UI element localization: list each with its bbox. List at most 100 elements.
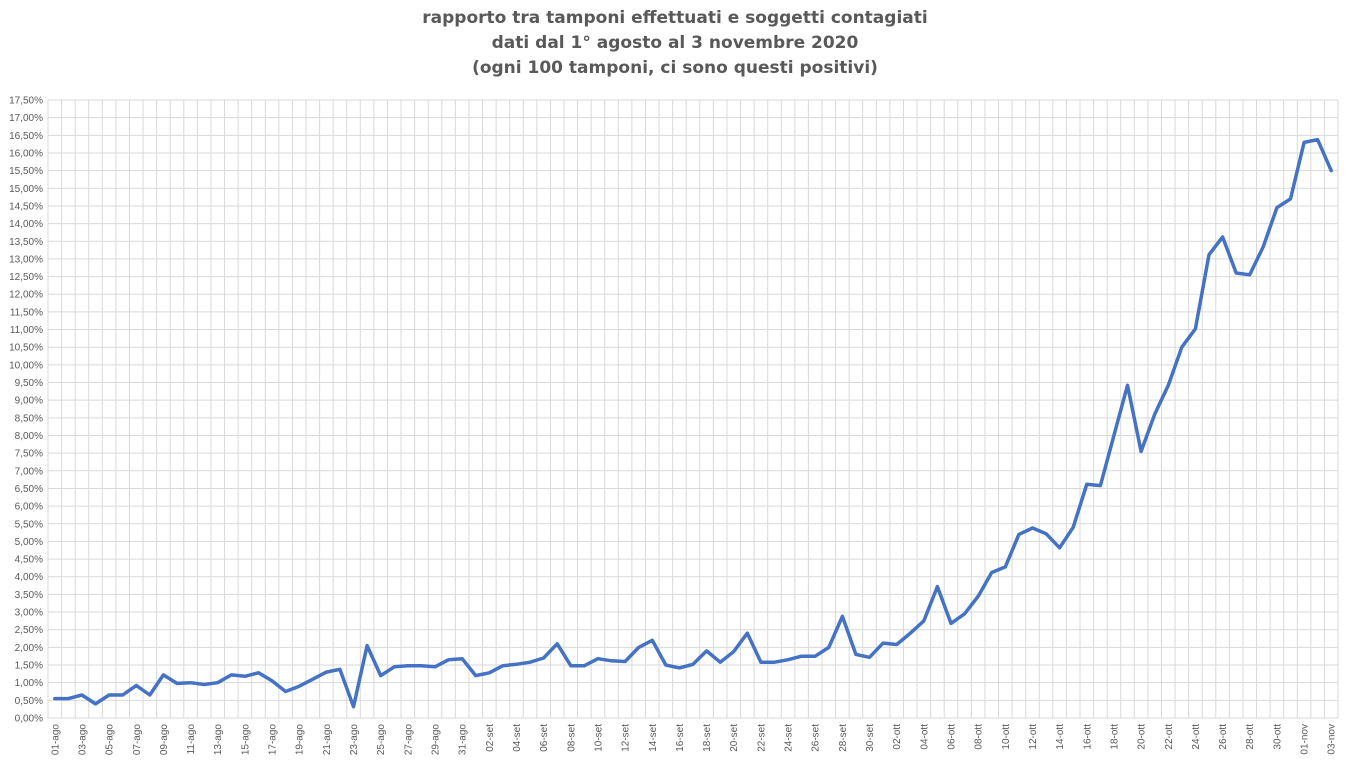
y-tick-label: 7,00% bbox=[15, 466, 43, 477]
data-point bbox=[1221, 236, 1223, 238]
x-tick-label: 30-set bbox=[865, 724, 876, 752]
chart-title-line-2: dati dal 1° agosto al 3 novembre 2020 bbox=[491, 33, 859, 53]
chart-title: rapporto tra tamponi effettuati e sogget… bbox=[0, 6, 1350, 81]
data-point bbox=[733, 650, 735, 652]
y-tick-label: 8,00% bbox=[15, 431, 43, 442]
data-point bbox=[203, 683, 205, 685]
x-tick-label: 20-ott bbox=[1137, 724, 1148, 750]
data-point bbox=[135, 684, 137, 686]
x-tick-label: 24-set bbox=[784, 724, 795, 752]
data-point bbox=[189, 682, 191, 684]
y-tick-label: 16,50% bbox=[9, 131, 43, 142]
x-tick-label: 03-ago bbox=[77, 724, 88, 756]
data-point bbox=[882, 642, 884, 644]
data-point bbox=[1303, 141, 1305, 143]
data-point bbox=[1262, 245, 1264, 247]
data-point bbox=[787, 659, 789, 661]
y-tick-label: 6,00% bbox=[15, 502, 43, 513]
data-point bbox=[1167, 384, 1169, 386]
y-tick-label: 1,50% bbox=[15, 661, 43, 672]
data-point bbox=[1018, 533, 1020, 535]
x-tick-label: 02-set bbox=[485, 724, 496, 752]
data-point bbox=[312, 678, 314, 680]
x-tick-label: 14-set bbox=[648, 724, 659, 752]
data-point bbox=[515, 663, 517, 665]
data-point bbox=[665, 664, 667, 666]
data-point bbox=[271, 680, 273, 682]
y-tick-label: 13,00% bbox=[9, 254, 43, 265]
data-point bbox=[977, 595, 979, 597]
y-tick-label: 17,50% bbox=[9, 96, 43, 107]
y-tick-label: 17,00% bbox=[9, 113, 43, 124]
y-tick-label: 7,50% bbox=[15, 449, 43, 460]
x-tick-label: 08-ott bbox=[974, 724, 985, 750]
data-point bbox=[1194, 328, 1196, 330]
y-tick-label: 11,00% bbox=[10, 325, 43, 336]
data-point bbox=[1099, 484, 1101, 486]
x-tick-label: 12-ott bbox=[1028, 724, 1039, 750]
data-point bbox=[325, 671, 327, 673]
x-tick-label: 06-ott bbox=[947, 724, 958, 750]
data-point bbox=[1031, 527, 1033, 529]
data-point bbox=[502, 665, 504, 667]
y-tick-label: 4,50% bbox=[15, 555, 43, 566]
data-point bbox=[529, 661, 531, 663]
data-point bbox=[896, 643, 898, 645]
x-tick-label: 14-ott bbox=[1055, 724, 1066, 750]
data-point bbox=[1126, 384, 1128, 386]
x-tick-label: 22-ott bbox=[1164, 724, 1175, 750]
x-tick-label: 16-ott bbox=[1082, 724, 1093, 750]
x-tick-label: 18-set bbox=[702, 724, 713, 752]
data-point bbox=[1330, 169, 1332, 171]
data-point bbox=[447, 659, 449, 661]
data-point bbox=[542, 657, 544, 659]
data-point bbox=[773, 661, 775, 663]
y-tick-label: 6,50% bbox=[15, 484, 43, 495]
chart-title-line-3: (ogni 100 tamponi, ci sono questi positi… bbox=[472, 58, 878, 78]
x-tick-label: 31-ago bbox=[458, 724, 469, 756]
x-tick-label: 20-set bbox=[729, 724, 740, 752]
data-point bbox=[1276, 207, 1278, 209]
data-point bbox=[610, 660, 612, 662]
y-tick-label: 12,50% bbox=[9, 272, 43, 283]
y-tick-label: 3,50% bbox=[15, 590, 43, 601]
data-point bbox=[963, 613, 965, 615]
x-tick-label: 10-set bbox=[593, 724, 604, 752]
data-point bbox=[570, 665, 572, 667]
x-tick-label: 02-ott bbox=[892, 724, 903, 750]
x-tick-label: 11-ago bbox=[186, 724, 197, 755]
y-tick-label: 9,50% bbox=[15, 378, 43, 389]
x-tick-label: 27-ago bbox=[403, 724, 414, 756]
data-point bbox=[624, 660, 626, 662]
data-point bbox=[1086, 483, 1088, 485]
y-tick-label: 10,00% bbox=[9, 360, 43, 371]
x-tick-label: 12-set bbox=[621, 724, 632, 752]
y-tick-label: 14,50% bbox=[9, 201, 43, 212]
data-point bbox=[936, 585, 938, 587]
data-point bbox=[1208, 254, 1210, 256]
data-point bbox=[828, 646, 830, 648]
x-tick-label: 09-ago bbox=[159, 724, 170, 756]
y-tick-label: 3,00% bbox=[15, 608, 43, 619]
data-point bbox=[705, 650, 707, 652]
y-tick-label: 11,50% bbox=[10, 307, 43, 318]
data-point bbox=[746, 632, 748, 634]
x-tick-label: 13-ago bbox=[213, 724, 224, 756]
x-tick-label: 15-ago bbox=[240, 724, 251, 756]
y-tick-label: 13,50% bbox=[9, 237, 43, 248]
data-point bbox=[162, 674, 164, 676]
data-point bbox=[1072, 526, 1074, 528]
x-tick-label: 01-ago bbox=[50, 724, 61, 756]
data-point bbox=[176, 682, 178, 684]
data-point bbox=[420, 665, 422, 667]
data-point bbox=[257, 672, 259, 674]
data-point bbox=[149, 694, 151, 696]
data-point bbox=[366, 644, 368, 646]
data-point bbox=[434, 666, 436, 668]
data-point bbox=[719, 661, 721, 663]
x-tick-label: 28-ott bbox=[1245, 724, 1256, 750]
data-point bbox=[407, 665, 409, 667]
data-point bbox=[461, 658, 463, 660]
data-point bbox=[475, 674, 477, 676]
